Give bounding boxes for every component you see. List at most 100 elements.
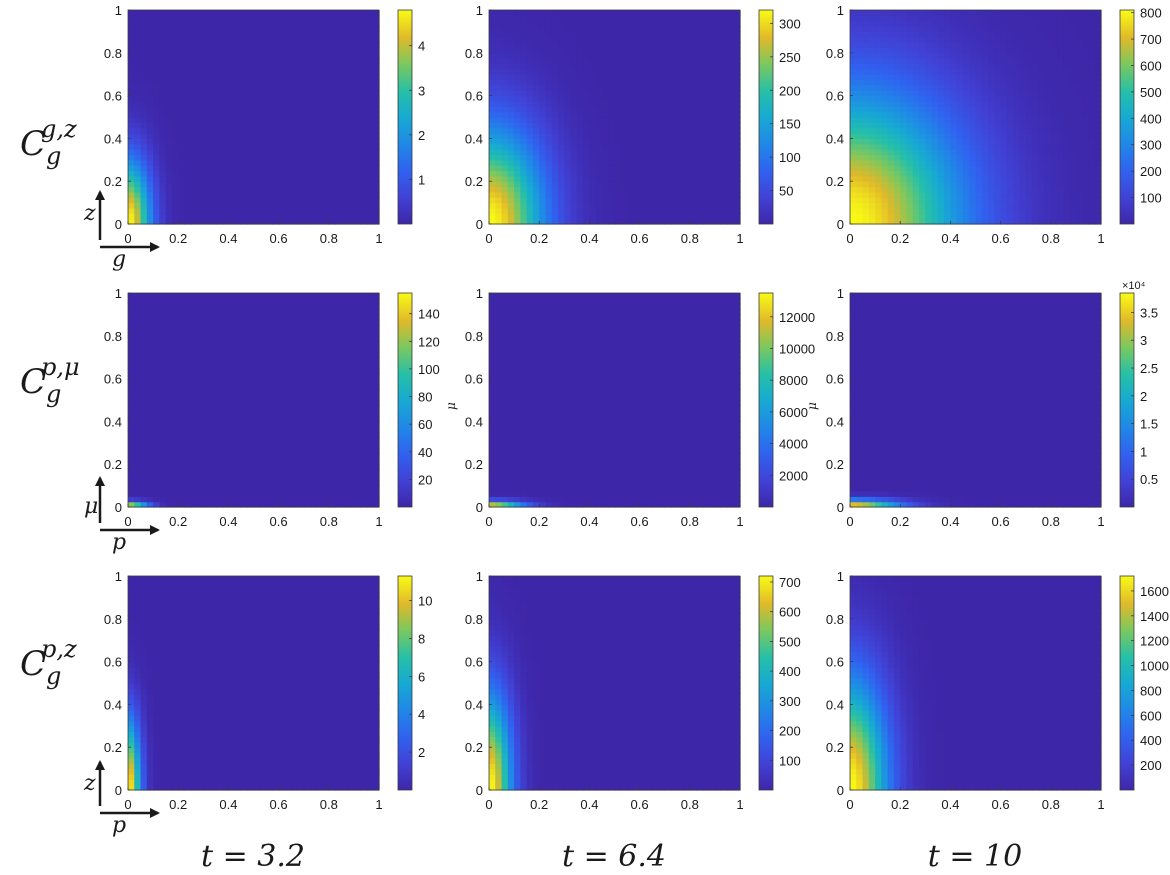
heatmap-cell: [134, 191, 142, 198]
heatmap-cell: [708, 181, 716, 188]
heatmap-cell: [689, 186, 697, 193]
heatmap-cell: [545, 10, 553, 16]
heatmap-cell: [696, 149, 703, 156]
heatmap-cell: [178, 149, 186, 156]
heatmap-cell: [944, 20, 952, 27]
heatmap-cell: [134, 15, 142, 22]
heatmap-cell: [677, 100, 685, 107]
heatmap-cell: [1082, 36, 1090, 43]
heatmap-cell: [881, 138, 889, 145]
heatmap-cell: [353, 63, 361, 70]
heatmap-cell: [994, 159, 1002, 166]
heatmap-cell: [570, 63, 578, 70]
heatmap-cell: [140, 68, 148, 75]
heatmap-cell: [1057, 106, 1064, 113]
heatmap-cell: [240, 95, 248, 102]
heatmap-cell: [670, 159, 678, 166]
heatmap-cell: [228, 79, 236, 86]
heatmap-cell: [489, 154, 496, 161]
heatmap-cell: [266, 181, 273, 188]
heatmap-cell: [664, 84, 672, 91]
heatmap-cell: [215, 149, 223, 156]
heatmap-cell: [925, 90, 933, 97]
heatmap-cell: [683, 165, 691, 172]
heatmap-cell: [906, 52, 914, 59]
heatmap-cell: [937, 175, 945, 182]
heatmap-cell: [950, 159, 958, 166]
heatmap-cell: [589, 10, 597, 16]
heatmap-cell: [253, 117, 261, 123]
heatmap-cell: [652, 52, 660, 59]
heatmap-cell: [608, 143, 616, 150]
heatmap-cell: [291, 197, 299, 204]
heatmap-cell: [887, 122, 895, 129]
heatmap-cell: [862, 122, 870, 129]
heatmap-cell: [303, 36, 311, 43]
heatmap-cell: [1063, 207, 1071, 214]
heatmap-cell: [639, 42, 647, 49]
heatmap-cell: [128, 133, 135, 139]
heatmap-cell: [316, 207, 324, 214]
heatmap-cell: [335, 138, 342, 145]
heatmap-cell: [159, 122, 167, 129]
heatmap-cell: [278, 68, 286, 75]
heatmap-cell: [146, 154, 154, 161]
heatmap-cell: [1013, 181, 1021, 188]
heatmap-cell: [228, 47, 236, 54]
heatmap-cell: [291, 10, 299, 16]
heatmap-cell: [360, 10, 368, 16]
heatmap-cell: [627, 90, 634, 97]
heatmap-cell: [893, 100, 901, 107]
heatmap-cell: [234, 52, 242, 59]
heatmap-cell: [975, 197, 983, 204]
heatmap-cell: [620, 42, 628, 49]
heatmap-cell: [353, 117, 361, 123]
heatmap-cell: [353, 197, 361, 204]
heatmap-cell: [708, 52, 716, 59]
heatmap-cell: [1069, 149, 1077, 156]
heatmap-cell: [1013, 36, 1021, 43]
heatmap-cell: [514, 68, 521, 75]
heatmap-cell: [670, 36, 678, 43]
heatmap-cell: [664, 175, 672, 182]
heatmap-cell: [341, 143, 349, 150]
heatmap-cell: [366, 197, 374, 204]
heatmap-cell: [1025, 26, 1033, 32]
heatmap-cell: [1013, 52, 1021, 59]
heatmap-cell: [1038, 213, 1046, 220]
heatmap-cell: [222, 175, 230, 182]
heatmap-cell: [495, 111, 503, 118]
heatmap-cell: [234, 58, 242, 65]
heatmap-cell: [353, 31, 361, 38]
heatmap-cell: [372, 42, 380, 49]
heatmap-cell: [1057, 58, 1064, 65]
heatmap-cell: [146, 68, 154, 75]
heatmap-cell: [551, 95, 559, 102]
heatmap-cell: [887, 26, 895, 32]
x-tick-label: 0.8: [1042, 231, 1060, 246]
heatmap-cell: [366, 111, 374, 118]
heatmap-cell: [1094, 133, 1102, 139]
heatmap-cell: [1013, 207, 1021, 214]
heatmap-cell: [272, 175, 280, 182]
heatmap-cell: [950, 47, 958, 54]
heatmap-cell: [532, 106, 540, 113]
heatmap-cell: [570, 133, 578, 139]
heatmap-cell: [209, 133, 217, 139]
heatmap-cell: [501, 58, 509, 65]
heatmap-cell: [912, 58, 920, 65]
heatmap-cell: [545, 207, 553, 214]
heatmap-cell: [1038, 165, 1046, 172]
heatmap-cell: [360, 154, 368, 161]
heatmap-cell: [165, 20, 173, 27]
heatmap-cell: [341, 213, 349, 220]
heatmap-cell: [341, 31, 349, 38]
heatmap-cell: [253, 170, 261, 177]
heatmap-cell: [950, 218, 958, 225]
heatmap-cell: [128, 79, 135, 86]
heatmap-cell: [322, 175, 330, 182]
heatmap-cell: [906, 207, 914, 214]
heatmap-cell: [526, 143, 534, 150]
heatmap-cell: [1019, 58, 1027, 65]
heatmap-cell: [850, 197, 857, 204]
